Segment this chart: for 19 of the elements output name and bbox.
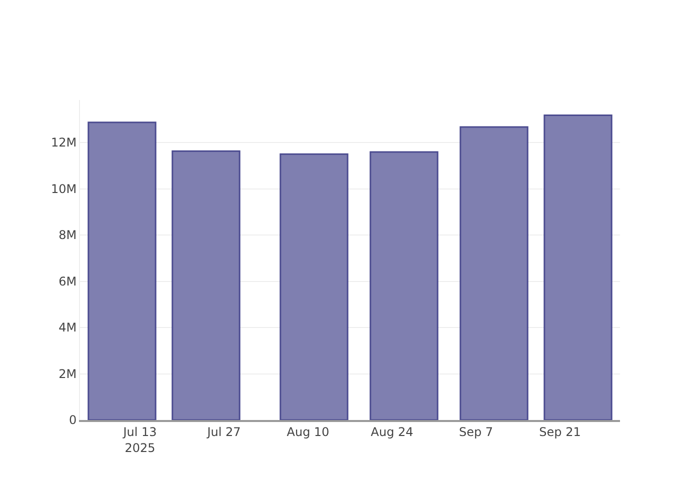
bar (280, 153, 348, 420)
x-tick-label: Jul 27 (206, 425, 241, 440)
x-tick-label: Aug 10 (286, 425, 330, 440)
y-tick-label: 10M (50, 182, 77, 196)
x-tick-label: Sep 7 (458, 425, 494, 440)
bar (172, 150, 240, 420)
y-tick-label: 6M (58, 274, 77, 288)
y-tick-label: 8M (58, 228, 77, 242)
bar (370, 151, 438, 420)
x-tick-label: Aug 24 (370, 425, 414, 440)
x-tick-label: Sep 21 (539, 425, 581, 440)
bar (88, 122, 156, 420)
y-tick-label: 4M (58, 320, 77, 335)
y-tick-label: 0 (68, 413, 77, 428)
y-tick-label: 2M (58, 366, 77, 381)
bar (460, 126, 528, 420)
y-tick-label: 12M (50, 136, 77, 150)
bar (544, 114, 612, 420)
x-tick-label: Jul 13 2025 (122, 425, 157, 455)
